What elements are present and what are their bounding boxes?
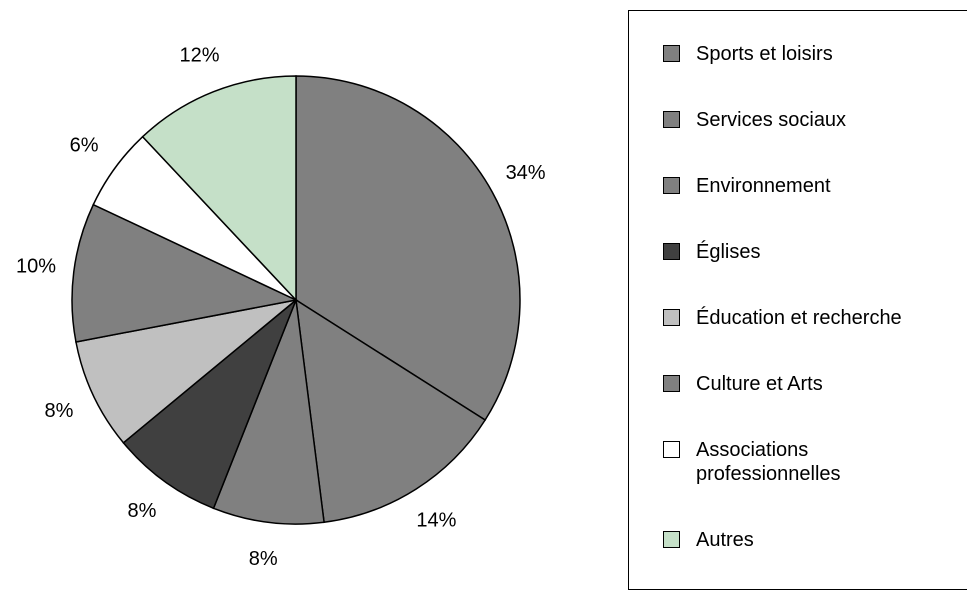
- legend-swatch: [663, 111, 680, 128]
- legend: Sports et loisirs Services sociaux Environ…: [628, 10, 967, 590]
- data-label: 6%: [70, 134, 99, 156]
- pie-slice: [295, 298, 487, 524]
- legend-label: Associations professionnelles: [696, 439, 841, 485]
- legend-item: Environnement: [663, 174, 967, 198]
- legend-label: Églises: [696, 241, 761, 263]
- pie-slice: [71, 203, 299, 343]
- legend-item: Services sociaux: [663, 108, 967, 132]
- pie-slice: [141, 75, 297, 302]
- data-label: 10%: [16, 255, 56, 277]
- pie-slice: [295, 75, 521, 422]
- data-label: 8%: [44, 400, 73, 422]
- legend-item: Églises: [663, 240, 967, 264]
- legend-label: Éducation et recherche: [696, 307, 902, 329]
- legend-item: Éducation et recherche: [663, 306, 967, 330]
- legend-swatch: [663, 531, 680, 548]
- legend-label: Autres: [696, 529, 754, 551]
- data-label: 8%: [249, 548, 278, 570]
- data-label: 14%: [416, 509, 456, 531]
- legend-swatch: [663, 441, 680, 458]
- pie-slice: [122, 299, 297, 510]
- legend-item: Associations professionnelles: [663, 438, 967, 486]
- legend-label: Culture et Arts: [696, 373, 823, 395]
- legend-swatch: [663, 309, 680, 326]
- pie-slice: [212, 299, 325, 525]
- legend-label: Environnement: [696, 175, 831, 197]
- legend-label: Sports et loisirs: [696, 43, 833, 65]
- legend-item: Autres: [663, 528, 967, 552]
- data-label: 8%: [128, 500, 157, 522]
- pie-slice: [75, 299, 297, 444]
- legend-item: Sports et loisirs: [663, 42, 967, 66]
- data-label: 12%: [180, 45, 220, 67]
- legend-item: Culture et Arts: [663, 372, 967, 396]
- legend-swatch: [663, 243, 680, 260]
- legend-label: Services sociaux: [696, 109, 847, 131]
- chart: 34% 14% 8% 8% 8% 10% 6% 12%: [16, 45, 546, 571]
- legend-swatch: [663, 177, 680, 194]
- legend-swatch: [663, 375, 680, 392]
- legend-swatch: [663, 45, 680, 62]
- data-label: 34%: [506, 162, 546, 184]
